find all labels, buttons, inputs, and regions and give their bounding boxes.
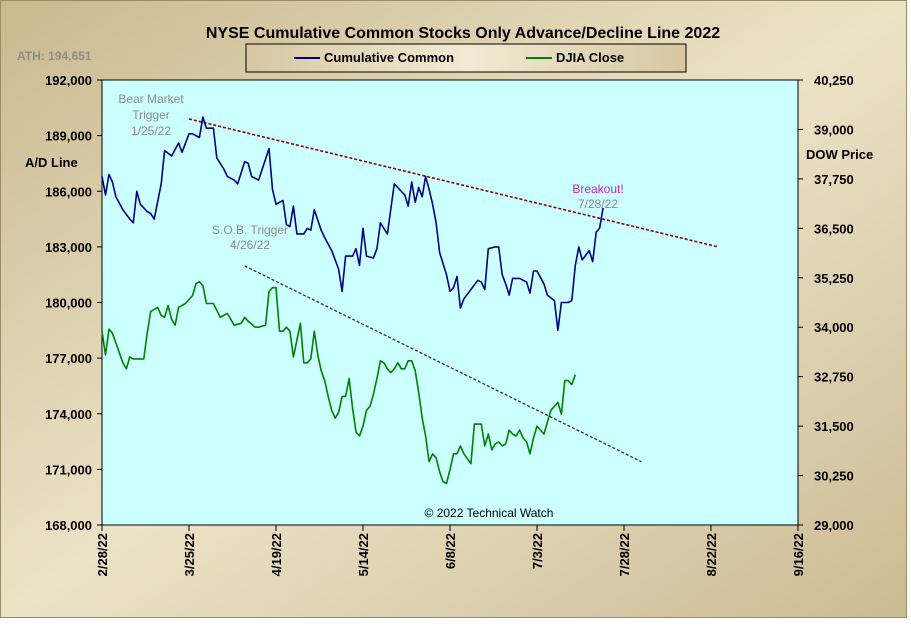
chart-title: NYSE Cumulative Common Stocks Only Advan… [206,25,720,42]
y-left-tick-label: 174,000 [45,407,92,422]
y-left-tick-label: 186,000 [45,184,92,199]
annotation-bear: Bear Market Trigger 1/25/22 [118,92,184,138]
ath-label: ATH: 194,651 [17,49,92,63]
y-right-tick-label: 29,000 [814,518,854,533]
annotation-sob: S.O.B. Trigger 4/26/22 [212,223,288,252]
axes: 168,000 171,000 174,000 177,000 180,000 183,0… [45,73,854,576]
legend: Cumulative Common DJIA Close [245,43,687,73]
annotation-sob-line-2: 4/26/22 [230,238,270,252]
y-right-tick-label: 36,500 [814,221,854,236]
x-tick-label: 8/22/22 [704,533,719,576]
x-tick-label: 6/8/22 [443,533,458,569]
x-tick-label: 4/19/22 [269,533,284,576]
y-left-tick-label: 189,000 [45,129,92,144]
series-line-djia-close [101,280,577,485]
annotation-bear-line-2: Trigger [132,108,170,122]
y-right-axis-label: DOW Price [806,147,873,162]
x-tick-label: 5/14/22 [356,533,371,576]
y-right-tick-label: 39,000 [814,122,854,137]
x-tick-label: 7/3/22 [530,533,545,569]
y-left-tick-label: 168,000 [45,518,92,533]
copyright-text: © 2022 Technical Watch [425,506,554,520]
annotation-bear-line-1: Bear Market [118,92,184,106]
y-right-tick-label: 37,750 [814,172,854,187]
x-tick-label: 3/25/22 [182,533,197,576]
series [101,116,604,485]
y-left-tick-label: 180,000 [45,296,92,311]
legend-label-djia: DJIA Close [556,50,624,65]
y-left-tick-label: 183,000 [45,240,92,255]
series-line-cumulative-common [101,116,604,332]
annotation-sob-line-1: S.O.B. Trigger [212,223,288,237]
annotation-breakout: Breakout! 7/28/22 [572,182,623,211]
y-right-tick-label: 31,500 [814,419,854,434]
annotation-breakout-line-1: Breakout! [572,182,623,196]
resistance-trendline [188,118,719,248]
annotation-bear-line-3: 1/25/22 [131,124,171,138]
legend-label-ad: Cumulative Common [324,50,454,65]
trendlines [188,118,719,463]
y-right-tick-label: 35,250 [814,271,854,286]
plot-area [101,79,799,526]
x-tick-label: 7/28/22 [617,533,632,576]
x-tick-label: 2/28/22 [95,533,110,576]
annotation-breakout-line-2: 7/28/22 [578,197,618,211]
y-left-tick-label: 171,000 [45,462,92,477]
y-right-tick-label: 40,250 [814,73,854,88]
y-left-tick-label: 192,000 [45,73,92,88]
y-right-tick-label: 34,000 [814,320,854,335]
y-left-tick-label: 177,000 [45,351,92,366]
y-right-tick-label: 32,750 [814,370,854,385]
y-left-axis-label: A/D Line [25,155,78,170]
x-tick-label: 9/16/22 [791,533,806,576]
y-right-tick-label: 30,250 [814,469,854,484]
support-trendline [244,265,642,463]
